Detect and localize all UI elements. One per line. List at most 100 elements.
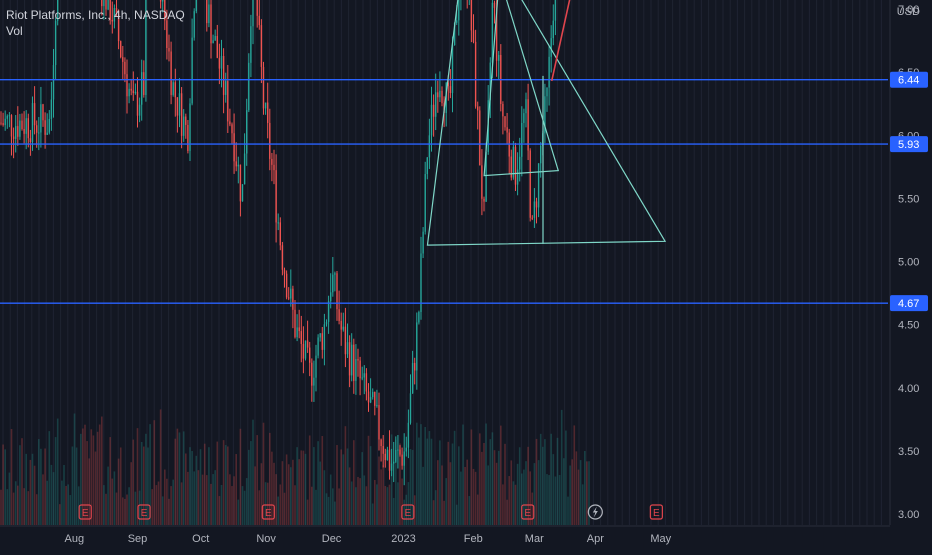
- candle-body: [288, 297, 290, 299]
- candle-body: [164, 0, 166, 21]
- volume-bar: [222, 440, 225, 525]
- candle-body: [474, 41, 477, 107]
- volume-bar: [359, 478, 361, 525]
- candle-body: [143, 72, 145, 95]
- volume-label[interactable]: Vol: [6, 24, 23, 38]
- volume-bar: [126, 494, 128, 525]
- volume-bar: [428, 431, 431, 525]
- candle-body: [180, 93, 183, 136]
- candle-body: [304, 340, 307, 359]
- earnings-icon[interactable]: [649, 504, 663, 520]
- earnings-icon[interactable]: [261, 504, 275, 520]
- level-price-tag[interactable]: [890, 295, 928, 312]
- candle-body: [243, 153, 246, 185]
- volume-bar: [245, 478, 248, 525]
- volume-bar: [224, 445, 227, 525]
- volume-bar: [185, 453, 187, 525]
- candle-body: [529, 150, 531, 218]
- volume-bar: [6, 489, 9, 525]
- earnings-icon[interactable]: [78, 504, 92, 520]
- time-axis-tick: Mar: [525, 533, 544, 545]
- volume-bar: [138, 490, 141, 525]
- candle-body: [138, 104, 141, 116]
- candle-body: [458, 0, 460, 21]
- volume-bar: [101, 416, 103, 525]
- candle-body: [29, 138, 32, 143]
- candle-body: [493, 2, 496, 8]
- volume-bar: [147, 447, 149, 525]
- earnings-icon[interactable]: [401, 504, 415, 520]
- volume-bar: [405, 494, 408, 525]
- volume-bar: [514, 484, 517, 525]
- candle-body: [172, 82, 174, 95]
- volume-bar: [306, 499, 309, 525]
- candle-body: [178, 93, 181, 116]
- volume-bar: [90, 429, 93, 525]
- candle-body: [115, 8, 118, 15]
- volume-bar: [420, 424, 422, 525]
- volume-bar: [107, 466, 109, 525]
- volume-bar: [441, 465, 443, 525]
- candle-body: [411, 362, 414, 394]
- volume-bar: [380, 469, 382, 525]
- volume-bar: [424, 426, 426, 525]
- candle-body: [31, 103, 34, 143]
- price-axis[interactable]: [890, 0, 932, 550]
- volume-bar: [571, 459, 573, 525]
- time-axis-tick: May: [650, 533, 671, 545]
- volume-bar: [554, 476, 557, 525]
- lightning-icon[interactable]: [587, 504, 603, 520]
- volume-bar: [497, 450, 500, 525]
- volume-bar: [357, 476, 359, 525]
- volume-bar: [348, 467, 351, 525]
- volume-bar: [117, 458, 120, 525]
- volume-bar: [413, 495, 416, 525]
- level-price-tag[interactable]: [890, 71, 928, 88]
- volume-bar: [430, 438, 433, 525]
- volume-bar: [369, 446, 372, 525]
- candle-body: [332, 274, 334, 293]
- symbol-title[interactable]: Riot Platforms, Inc., 4h, NASDAQ: [6, 8, 185, 22]
- triangle-drawing-large[interactable]: [426, 0, 667, 246]
- candle-body: [401, 454, 403, 466]
- candle-body: [27, 118, 29, 139]
- volume-bar: [340, 449, 342, 525]
- level-price-tag[interactable]: [890, 136, 928, 153]
- volume-bar: [512, 481, 515, 525]
- candle-body: [277, 222, 279, 224]
- triangle-drawing-inner[interactable]: [483, 0, 560, 177]
- volume-bar: [542, 446, 544, 525]
- candle-body: [399, 449, 401, 455]
- volume-bar: [586, 461, 588, 525]
- volume-bar: [187, 471, 189, 525]
- volume-bar: [516, 463, 519, 525]
- volume-bar: [98, 424, 101, 525]
- candle-body: [422, 231, 424, 254]
- volume-bar: [220, 484, 223, 525]
- volume-bar: [203, 443, 206, 525]
- volume-bar: [529, 471, 531, 525]
- trend-line-drawing[interactable]: [550, 0, 650, 82]
- volume-bar: [56, 418, 59, 525]
- earnings-icon[interactable]: [521, 504, 535, 520]
- volume-bar: [264, 482, 267, 525]
- candle-body: [512, 146, 515, 178]
- volume-bar: [464, 466, 466, 525]
- volume-bar: [252, 419, 254, 525]
- candle-body: [418, 311, 420, 323]
- candle-body: [495, 7, 498, 61]
- volume-bar: [565, 430, 567, 525]
- volume-bar: [304, 453, 307, 525]
- candle-body: [117, 14, 120, 42]
- candle-body: [449, 86, 452, 94]
- candle-body: [481, 165, 483, 199]
- currency-label[interactable]: USD: [896, 6, 920, 18]
- volume-bar: [472, 468, 475, 525]
- candle-body: [212, 40, 214, 44]
- volume-bar: [470, 429, 473, 525]
- earnings-icon[interactable]: [137, 504, 151, 520]
- volume-bar: [434, 490, 437, 525]
- volume-bar: [407, 482, 410, 525]
